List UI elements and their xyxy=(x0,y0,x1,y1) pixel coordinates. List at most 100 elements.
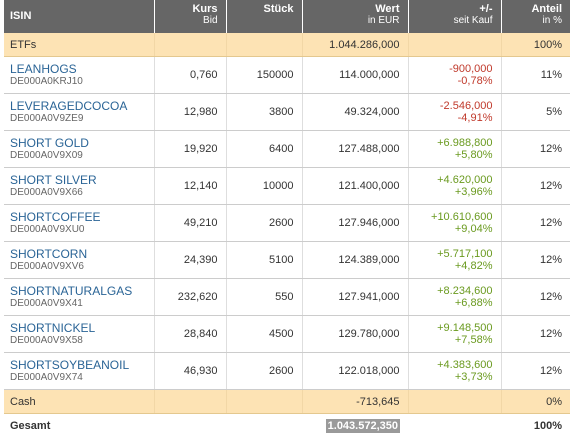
holding-pm-abs: -900,000 xyxy=(449,63,493,75)
holding-wert: 49.324,000 xyxy=(302,93,409,131)
holding-stueck: 150000 xyxy=(226,56,303,94)
holding-isin: DE000A0V9X74 xyxy=(10,372,83,383)
holding-isin: DE000A0V9XU0 xyxy=(10,224,85,235)
cash-kurs-empty xyxy=(154,389,227,414)
holding-pm-abs: +5.717,100 xyxy=(437,248,493,260)
holding-pm-pct: -0,78% xyxy=(457,75,493,87)
holding-anteil: 12% xyxy=(501,241,570,279)
header-wert-line1: Wert xyxy=(375,3,400,15)
holding-pm-abs: +9.148,500 xyxy=(437,322,493,334)
holding-pm-pct: +7,58% xyxy=(454,334,493,346)
holding-name-link[interactable]: LEANHOGS xyxy=(10,62,77,76)
holding-isin: DE000A0V9XV6 xyxy=(10,261,84,272)
holding-wert: 122.018,000 xyxy=(302,352,409,390)
holding-plusminus: +10.610,600 +9,04% xyxy=(408,204,502,242)
header-wert: Wert in EUR xyxy=(302,0,409,33)
cash-pm-empty xyxy=(408,389,502,414)
holding-stueck: 2600 xyxy=(226,352,303,390)
holding-pm-pct: +6,88% xyxy=(454,297,493,309)
holdings-list: LEANHOGS DE000A0KRJ10 0,760 150000 114.000,0… xyxy=(4,56,570,390)
holding-kurs: 12,140 xyxy=(154,167,227,205)
table-row: SHORTNATURALGAS DE000A0V9X41 232,620 550 127… xyxy=(4,278,570,316)
header-wert-line2: in EUR xyxy=(367,15,400,26)
table-row: SHORTSOYBEANOIL DE000A0V9X74 46,930 2600 122… xyxy=(4,352,570,390)
total-stueck-empty xyxy=(226,414,302,438)
holding-pm-abs: +10.610,600 xyxy=(431,211,493,223)
header-isin: ISIN xyxy=(4,0,155,33)
holding-name-link[interactable]: SHORT GOLD xyxy=(10,136,89,150)
holding-isin: DE000A0V9X41 xyxy=(10,298,83,309)
table-header-row: ISIN Kurs Bid Stück Wert in EUR +/- seit… xyxy=(4,0,570,33)
holding-pm-abs: +6.988,800 xyxy=(437,137,493,149)
holding-stueck: 5100 xyxy=(226,241,303,279)
holding-name-link[interactable]: SHORT SILVER xyxy=(10,173,97,187)
header-plusminus-line2: seit Kauf xyxy=(453,15,493,26)
header-plusminus-line1: +/- xyxy=(479,3,493,15)
holding-pm-pct: +9,04% xyxy=(454,223,493,235)
header-kurs-line1: Kurs xyxy=(192,3,218,15)
cash-label: Cash xyxy=(4,389,155,414)
header-kurs-line2: Bid xyxy=(203,15,218,26)
holding-pm-pct: -4,91% xyxy=(457,112,493,124)
holding-wert: 114.000,000 xyxy=(302,56,409,94)
etfs-group-row: ETFs 1.044.286,000 100% xyxy=(4,33,570,57)
holding-name-link[interactable]: SHORTSOYBEANOIL xyxy=(10,358,130,372)
holding-kurs: 12,980 xyxy=(154,93,227,131)
holding-name-cell: SHORTCOFFEE DE000A0V9XU0 xyxy=(4,204,155,242)
holding-name-link[interactable]: SHORTCOFFEE xyxy=(10,210,101,224)
etfs-pm-empty xyxy=(408,33,502,57)
holding-anteil: 12% xyxy=(501,278,570,316)
portfolio-table: ISIN Kurs Bid Stück Wert in EUR +/- seit… xyxy=(4,0,570,437)
cash-wert: -713,645 xyxy=(302,389,409,414)
holding-pm-pct: +5,80% xyxy=(454,149,493,161)
holding-pm-pct: +3,73% xyxy=(454,371,493,383)
holding-stueck: 2600 xyxy=(226,204,303,242)
etfs-stueck-empty xyxy=(226,33,303,57)
holding-name-cell: LEANHOGS DE000A0KRJ10 xyxy=(4,56,155,94)
holding-wert: 129.780,000 xyxy=(302,315,409,353)
header-anteil-line2: in % xyxy=(542,15,562,26)
holding-wert: 127.488,000 xyxy=(302,130,409,168)
header-plusminus: +/- seit Kauf xyxy=(408,0,502,33)
cash-row: Cash -713,645 0% xyxy=(4,389,570,414)
holding-name-cell: SHORT GOLD DE000A0V9X09 xyxy=(4,130,155,168)
table-row: SHORTCOFFEE DE000A0V9XU0 49,210 2600 127.946… xyxy=(4,204,570,242)
holding-pm-abs: +4.383,600 xyxy=(437,359,493,371)
holding-name-link[interactable]: SHORTNICKEL xyxy=(10,321,96,335)
total-row: Gesamt 1.043.572,350 100% xyxy=(4,414,570,438)
etfs-label: ETFs xyxy=(4,33,155,57)
holding-anteil: 12% xyxy=(501,315,570,353)
table-row: LEVERAGEDCOCOA DE000A0V9ZE9 12,980 3800 49.3… xyxy=(4,93,570,131)
holding-anteil: 11% xyxy=(501,56,570,94)
total-anteil: 100% xyxy=(533,419,562,432)
holding-isin: DE000A0V9X58 xyxy=(10,335,83,346)
etfs-anteil: 100% xyxy=(501,33,570,57)
holding-plusminus: +8.234,600 +6,88% xyxy=(408,278,502,316)
holding-plusminus: -2.546,000 -4,91% xyxy=(408,93,502,131)
holding-wert: 127.941,000 xyxy=(302,278,409,316)
holding-anteil: 12% xyxy=(501,167,570,205)
holding-anteil: 12% xyxy=(501,352,570,390)
holding-name-cell: LEVERAGEDCOCOA DE000A0V9ZE9 xyxy=(4,93,155,131)
holding-kurs: 46,930 xyxy=(154,352,227,390)
holding-name-link[interactable]: SHORTNATURALGAS xyxy=(10,284,133,298)
holding-kurs: 49,210 xyxy=(154,204,227,242)
total-label: Gesamt xyxy=(10,419,51,432)
holding-anteil: 12% xyxy=(501,130,570,168)
holding-name-cell: SHORTNATURALGAS DE000A0V9X41 xyxy=(4,278,155,316)
holding-plusminus: +5.717,100 +4,82% xyxy=(408,241,502,279)
table-row: SHORTNICKEL DE000A0V9X58 28,840 4500 129.780… xyxy=(4,315,570,353)
holding-plusminus: +4.383,600 +3,73% xyxy=(408,352,502,390)
etfs-wert: 1.044.286,000 xyxy=(302,33,409,57)
holding-pm-pct: +3,96% xyxy=(454,186,493,198)
holding-name-link[interactable]: LEVERAGEDCOCOA xyxy=(10,99,128,113)
holding-kurs: 24,390 xyxy=(154,241,227,279)
holding-anteil: 5% xyxy=(501,93,570,131)
holding-isin: DE000A0KRJ10 xyxy=(10,76,83,87)
holding-name-link[interactable]: SHORTCORN xyxy=(10,247,88,261)
holding-plusminus: +4.620,000 +3,96% xyxy=(408,167,502,205)
holding-isin: DE000A0V9X09 xyxy=(10,150,83,161)
holding-wert: 124.389,000 xyxy=(302,241,409,279)
etfs-kurs-empty xyxy=(154,33,227,57)
holding-name-cell: SHORT SILVER DE000A0V9X66 xyxy=(4,167,155,205)
